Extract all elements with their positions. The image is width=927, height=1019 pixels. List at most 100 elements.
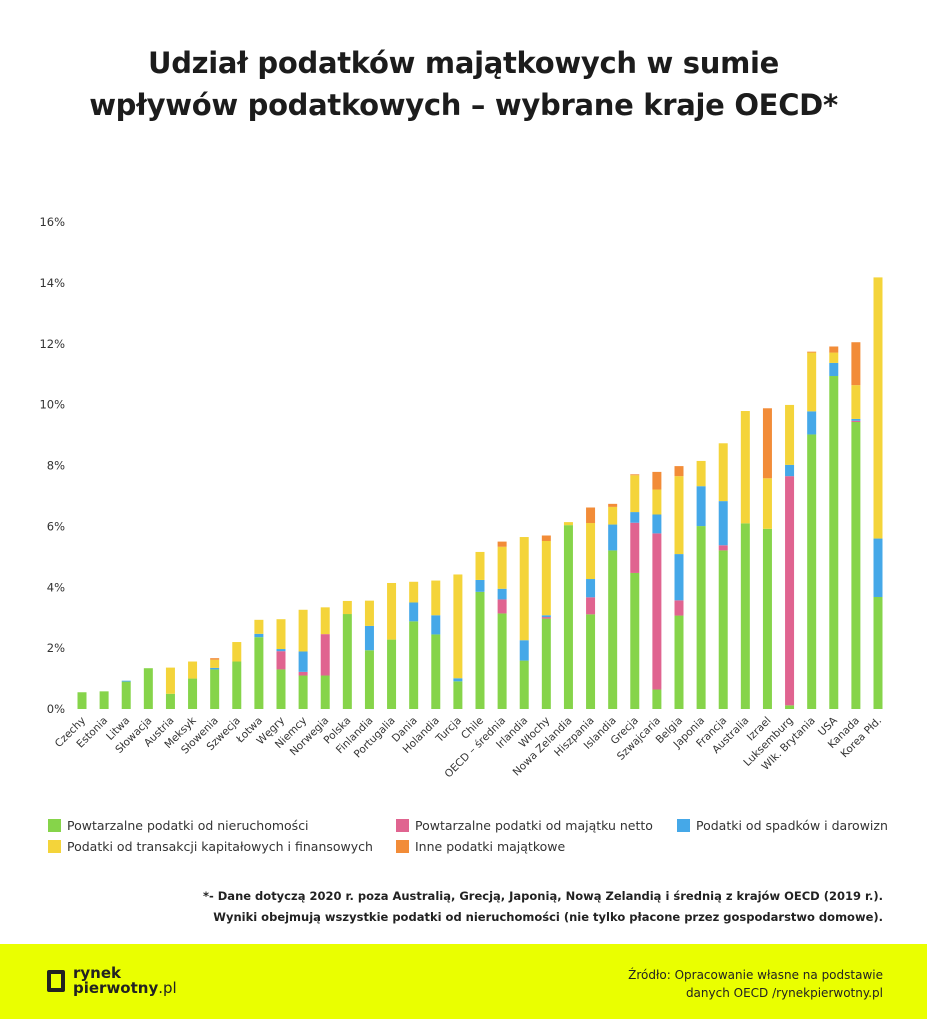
bar-segment <box>276 649 286 652</box>
footer-band: rynek pierwotny.pl Źródło: Opracowanie w… <box>0 944 927 1019</box>
bar-segment <box>276 651 286 670</box>
bar-segment <box>718 443 728 502</box>
legend-item-pink: Powtarzalne podatki od majątku netto <box>396 818 653 833</box>
bar-segment <box>873 277 883 539</box>
bar-segment <box>298 671 308 676</box>
legend-label: Podatki od spadków i darowizn <box>696 818 888 833</box>
bar-segment <box>586 614 596 709</box>
bar-segment <box>99 691 109 709</box>
legend-label: Powtarzalne podatki od nieruchomości <box>67 818 309 833</box>
bar-segment <box>696 486 706 527</box>
y-tick-label: 8% <box>47 459 65 473</box>
bar-segment <box>652 689 662 709</box>
bar-segment <box>188 661 198 679</box>
bar-segment <box>785 464 795 477</box>
y-tick-label: 12% <box>39 337 65 351</box>
bar-segment <box>298 675 308 709</box>
bar-segment <box>630 572 640 709</box>
bar-segment <box>387 582 397 640</box>
bar-segment <box>718 501 728 546</box>
bar-segment <box>586 507 596 524</box>
bar-segment <box>851 385 861 419</box>
bar-segment <box>541 615 551 618</box>
bar-segment <box>630 474 640 476</box>
logo-suffix: .pl <box>158 979 177 997</box>
bar-segment <box>409 621 419 709</box>
bar-segment <box>785 476 795 706</box>
bar-segment <box>254 637 264 709</box>
bar-segment <box>364 600 374 626</box>
bar-segment <box>762 478 772 529</box>
bar-segment <box>453 678 463 682</box>
logo-text: rynek pierwotny.pl <box>73 966 177 996</box>
bar-segment <box>210 659 220 668</box>
bar-segment <box>718 545 728 551</box>
legend-swatch <box>48 819 61 832</box>
bar-segment <box>608 506 618 525</box>
bar-segment <box>785 404 795 465</box>
legend-item-orange: Inne podatki majątkowe <box>396 839 565 854</box>
bar-segment <box>674 476 684 555</box>
logo-line-1: rynek <box>73 964 122 982</box>
bar-segment <box>674 600 684 616</box>
bar-segment <box>696 460 706 487</box>
bar-segment <box>630 475 640 513</box>
bar-segment <box>519 660 529 709</box>
bar-segment <box>210 669 220 709</box>
legend-label: Powtarzalne podatki od majątku netto <box>415 818 653 833</box>
bar-segment <box>829 352 839 363</box>
bar-segment <box>387 639 397 709</box>
bar-segment <box>342 614 352 709</box>
bar-segment <box>298 651 308 672</box>
bar-segment <box>541 535 551 541</box>
y-tick-label: 0% <box>47 702 65 716</box>
bar-segment <box>740 411 750 524</box>
bar-segment <box>276 619 286 650</box>
title-line-1: Udział podatków majątkowych w sumie <box>147 46 780 80</box>
bar-segment <box>851 421 861 709</box>
bar-segment <box>586 597 596 615</box>
legend-item-yellow: Podatki od transakcji kapitałowych i fin… <box>48 839 373 854</box>
bar-segment <box>652 471 662 490</box>
bar-segment <box>431 580 441 616</box>
bar-segment <box>740 523 750 709</box>
y-tick-label: 14% <box>39 276 65 290</box>
bar-segment <box>165 667 175 694</box>
bar-segment <box>608 524 618 551</box>
bar-segment <box>497 599 507 614</box>
y-tick-label: 10% <box>39 398 65 412</box>
bar-segment <box>475 591 485 709</box>
bar-segment <box>586 579 596 598</box>
bar-segment <box>829 376 839 709</box>
bar-segment <box>364 650 374 709</box>
bar-segment <box>497 588 507 600</box>
bar-segment <box>608 550 618 709</box>
y-tick-label: 4% <box>47 580 65 594</box>
bar-segment <box>188 678 198 709</box>
bar-segment <box>608 503 618 507</box>
bar-segment <box>320 675 330 709</box>
logo-line-2: pierwotny <box>73 979 159 997</box>
chart-title: Udział podatków majątkowych w sumie wpły… <box>0 42 927 126</box>
bar-segment <box>807 352 817 412</box>
bar-segment <box>829 362 839 377</box>
y-tick-label: 2% <box>47 641 65 655</box>
legend-item-green: Powtarzalne podatki od nieruchomości <box>48 818 309 833</box>
bar-segment <box>674 466 684 477</box>
bar-segment <box>497 541 507 547</box>
bar-segment <box>519 640 529 661</box>
bar-segment <box>630 512 640 523</box>
bar-segment <box>851 420 861 422</box>
bar-segment <box>497 613 507 709</box>
bar-segment <box>586 523 596 580</box>
bar-segment <box>851 342 861 386</box>
bar-segment <box>121 680 131 682</box>
bar-segment <box>320 634 330 676</box>
legend-swatch <box>48 840 61 853</box>
bar-segment <box>453 681 463 709</box>
bar-segment <box>807 411 817 435</box>
footnote: *- Dane dotyczą 2020 r. poza Australią, … <box>203 886 883 928</box>
bar-segment <box>77 692 87 709</box>
bar-segment <box>541 618 551 709</box>
bar-segment <box>232 642 242 662</box>
